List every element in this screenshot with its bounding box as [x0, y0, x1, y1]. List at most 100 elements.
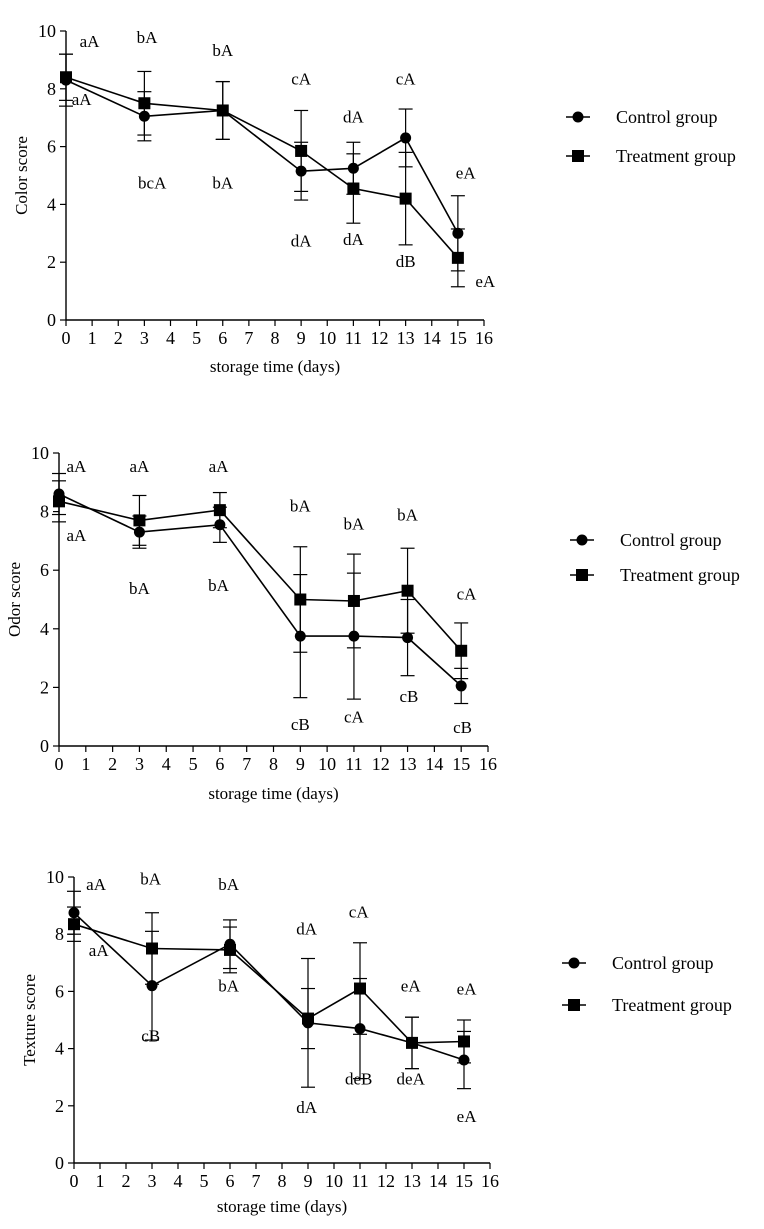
- chart-2-x-tick-label: 5: [200, 1171, 209, 1191]
- chart-1-y-tick-label: 4: [40, 619, 49, 639]
- chart-0-annotation: aA: [72, 90, 93, 109]
- chart-1-series-treatment-point: [347, 594, 360, 607]
- chart-0-series-treatment-point: [451, 251, 464, 264]
- chart-1-series-treatment-point: [53, 495, 65, 508]
- chart-1-x-tick-label: 6: [215, 754, 224, 774]
- chart-2-y-tick-label: 2: [55, 1096, 64, 1116]
- chart-2-annotation: bA: [218, 977, 240, 996]
- chart-0-y-tick-label: 2: [47, 252, 56, 272]
- chart-1-x-tick-label: 13: [399, 754, 417, 774]
- chart-1-annotation: aA: [130, 457, 151, 476]
- chart-2-x-tick-label: 9: [304, 1171, 313, 1191]
- chart-1-annotation: cB: [453, 718, 472, 737]
- chart-2-series-treatment-point: [458, 1035, 470, 1048]
- chart-2-x-tick-label: 6: [226, 1171, 235, 1191]
- chart-2-legend-treatment-marker: [568, 999, 580, 1011]
- chart-2-x-tick-label: 4: [174, 1171, 183, 1191]
- chart-1-y-tick-label: 2: [40, 677, 49, 697]
- chart-0-x-tick-label: 6: [218, 328, 227, 348]
- chart-1-x-tick-label: 3: [135, 754, 144, 774]
- chart-1-x-tick-label: 4: [162, 754, 171, 774]
- chart-1-series-treatment-point: [133, 514, 146, 527]
- chart-0-legend-control-label: Control group: [616, 107, 718, 127]
- chart-2-annotation: cA: [349, 902, 370, 921]
- chart-0-y-tick-label: 0: [47, 310, 56, 330]
- chart-0-series-control-line: [65, 79, 459, 234]
- chart-0-x-tick-label: 0: [62, 328, 71, 348]
- chart-2-x-tick-label: 1: [96, 1171, 105, 1191]
- chart-1-annotation: bA: [397, 506, 419, 525]
- chart-0-series-treatment-point: [216, 104, 229, 117]
- chart-2-x-tick-label: 2: [122, 1171, 131, 1191]
- chart-0-x-tick-label: 3: [140, 328, 149, 348]
- chart-2-series-treatment-point: [224, 943, 236, 956]
- chart-1-annotation: bA: [129, 579, 151, 598]
- chart-2-x-tick-label: 3: [148, 1171, 157, 1191]
- chart-0-annotation: bA: [137, 28, 159, 47]
- chart-2-annotation: deA: [397, 1070, 426, 1089]
- chart-0-x-tick-label: 10: [318, 328, 336, 348]
- chart-1-series-control-point: [402, 632, 414, 644]
- chart-2-series-control-point: [146, 980, 158, 992]
- chart-0-x-tick-label: 11: [345, 328, 362, 348]
- chart-0-x-axis-label: storage time (days): [210, 357, 340, 376]
- chart-0-x-tick-label: 9: [297, 328, 306, 348]
- chart-0-x-tick-label: 1: [88, 328, 97, 348]
- chart-1-series-control-point: [455, 680, 467, 692]
- chart-2-annotation: deB: [345, 1070, 372, 1089]
- chart-2-x-tick-label: 0: [70, 1171, 79, 1191]
- chart-2-annotation: dA: [296, 1098, 318, 1117]
- chart-0-annotation: bA: [212, 174, 234, 193]
- chart-0-x-tick-label: 5: [192, 328, 201, 348]
- chart-2-annotation: eA: [401, 977, 422, 996]
- chart-1-x-tick-label: 15: [452, 754, 470, 774]
- chart-1-x-tick-label: 10: [318, 754, 336, 774]
- chart-0-y-tick-label: 8: [47, 79, 56, 99]
- chart-2-y-axis-label: Texture score: [20, 974, 39, 1066]
- chart-2-legend-control-label: Control group: [612, 953, 714, 973]
- chart-0-legend-treatment-label: Treatment group: [616, 146, 736, 166]
- chart-1-x-axis-label: storage time (days): [208, 784, 338, 803]
- chart-0-annotation: dA: [343, 230, 365, 249]
- chart-0-annotation: bA: [212, 41, 234, 60]
- chart-0-y-tick-label: 4: [47, 194, 56, 214]
- chart-0-x-tick-label: 16: [475, 328, 493, 348]
- chart-1-legend-control-marker: [576, 534, 588, 546]
- chart-1-x-tick-label: 11: [345, 754, 362, 774]
- chart-2-annotation: aA: [89, 941, 110, 960]
- chart-0-series-treatment-line: [65, 76, 459, 259]
- chart-2-series-treatment-point: [354, 982, 366, 995]
- chart-1-y-tick-label: 0: [40, 736, 49, 756]
- chart-0-series-treatment-point: [60, 71, 72, 84]
- chart-0-annotation: aA: [80, 32, 101, 51]
- chart-2-annotation: dA: [296, 919, 318, 938]
- chart-2-x-tick-label: 10: [325, 1171, 343, 1191]
- chart-0-annotation: eA: [456, 164, 477, 183]
- chart-0-annotation: dA: [343, 107, 365, 126]
- chart-0-annotation: cA: [396, 70, 417, 89]
- chart-1-annotation: cB: [399, 687, 418, 706]
- chart-0-x-tick-label: 8: [271, 328, 280, 348]
- chart-2-x-tick-label: 14: [429, 1171, 447, 1191]
- chart-0-x-tick-label: 14: [423, 328, 441, 348]
- chart-2-legend-control-marker: [568, 957, 580, 969]
- chart-2-annotation: aA: [86, 875, 107, 894]
- chart-1-x-tick-label: 12: [372, 754, 390, 774]
- chart-1-x-tick-label: 16: [479, 754, 497, 774]
- chart-2-annotation: bA: [218, 875, 240, 894]
- chart-2-x-tick-label: 11: [351, 1171, 368, 1191]
- chart-0-annotation: bcA: [138, 174, 167, 193]
- chart-2-y-tick-label: 6: [55, 981, 64, 1001]
- chart-0-series-treatment-point: [399, 192, 412, 205]
- chart-0-annotation: eA: [475, 272, 496, 291]
- chart-2-legend-treatment-label: Treatment group: [612, 995, 732, 1015]
- chart-2-series-treatment-point: [68, 918, 80, 931]
- chart-1-series-treatment-point: [213, 504, 226, 517]
- chart-0-y-axis-label: Color score: [12, 136, 31, 215]
- chart-0-legend-control-marker: [572, 111, 584, 123]
- chart-2-y-tick-label: 4: [55, 1039, 64, 1059]
- chart-1-annotation: bA: [344, 514, 366, 533]
